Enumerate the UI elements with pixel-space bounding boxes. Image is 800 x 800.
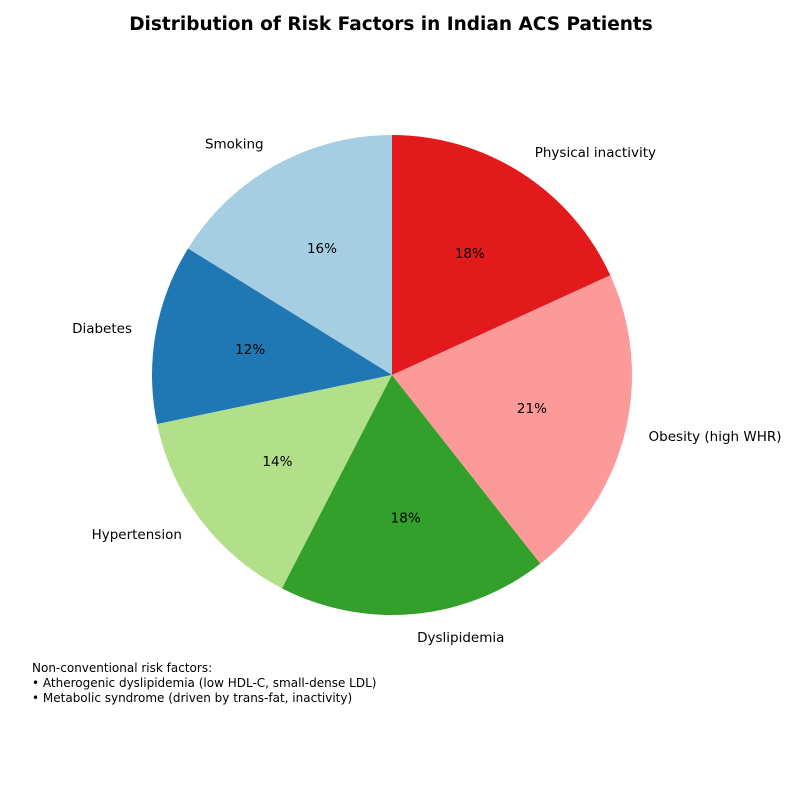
label-hypertension: Hypertension — [92, 527, 182, 543]
label-diabetes: Diabetes — [72, 321, 132, 337]
pct-physical-inactivity: 18% — [455, 246, 485, 262]
slice-diabetes — [152, 248, 392, 425]
label-obesity-high-whr: Obesity (high WHR) — [649, 429, 782, 445]
label-smoking: Smoking — [205, 136, 264, 152]
annotation-note: Non-conventional risk factors: • Atherog… — [32, 661, 376, 706]
slice-hypertension — [157, 375, 392, 589]
chart-title: Distribution of Risk Factors in Indian A… — [129, 14, 653, 35]
pie-labels: Smoking 16% Diabetes 12% Hypertension 14% Dysl… — [72, 136, 781, 646]
pie-slices — [152, 135, 633, 615]
annotation-item-1: • Atherogenic dyslipidemia (low HDL-C, s… — [32, 676, 377, 690]
pct-dyslipidemia: 18% — [391, 510, 421, 526]
label-dyslipidemia: Dyslipidemia — [417, 630, 504, 646]
slice-obesity-high-whr — [392, 275, 633, 564]
slice-physical-inactivity — [392, 135, 611, 375]
pct-smoking: 16% — [307, 241, 337, 257]
pct-diabetes: 12% — [235, 342, 265, 358]
annotation-item-2: • Metabolic syndrome (driven by trans-fa… — [32, 691, 353, 705]
annotation-heading: Non-conventional risk factors: — [32, 661, 213, 675]
slice-dyslipidemia — [282, 375, 541, 615]
slice-smoking — [188, 135, 392, 375]
label-physical-inactivity: Physical inactivity — [535, 145, 656, 161]
pct-obesity-high-whr: 21% — [517, 401, 547, 417]
pct-hypertension: 14% — [262, 454, 292, 470]
